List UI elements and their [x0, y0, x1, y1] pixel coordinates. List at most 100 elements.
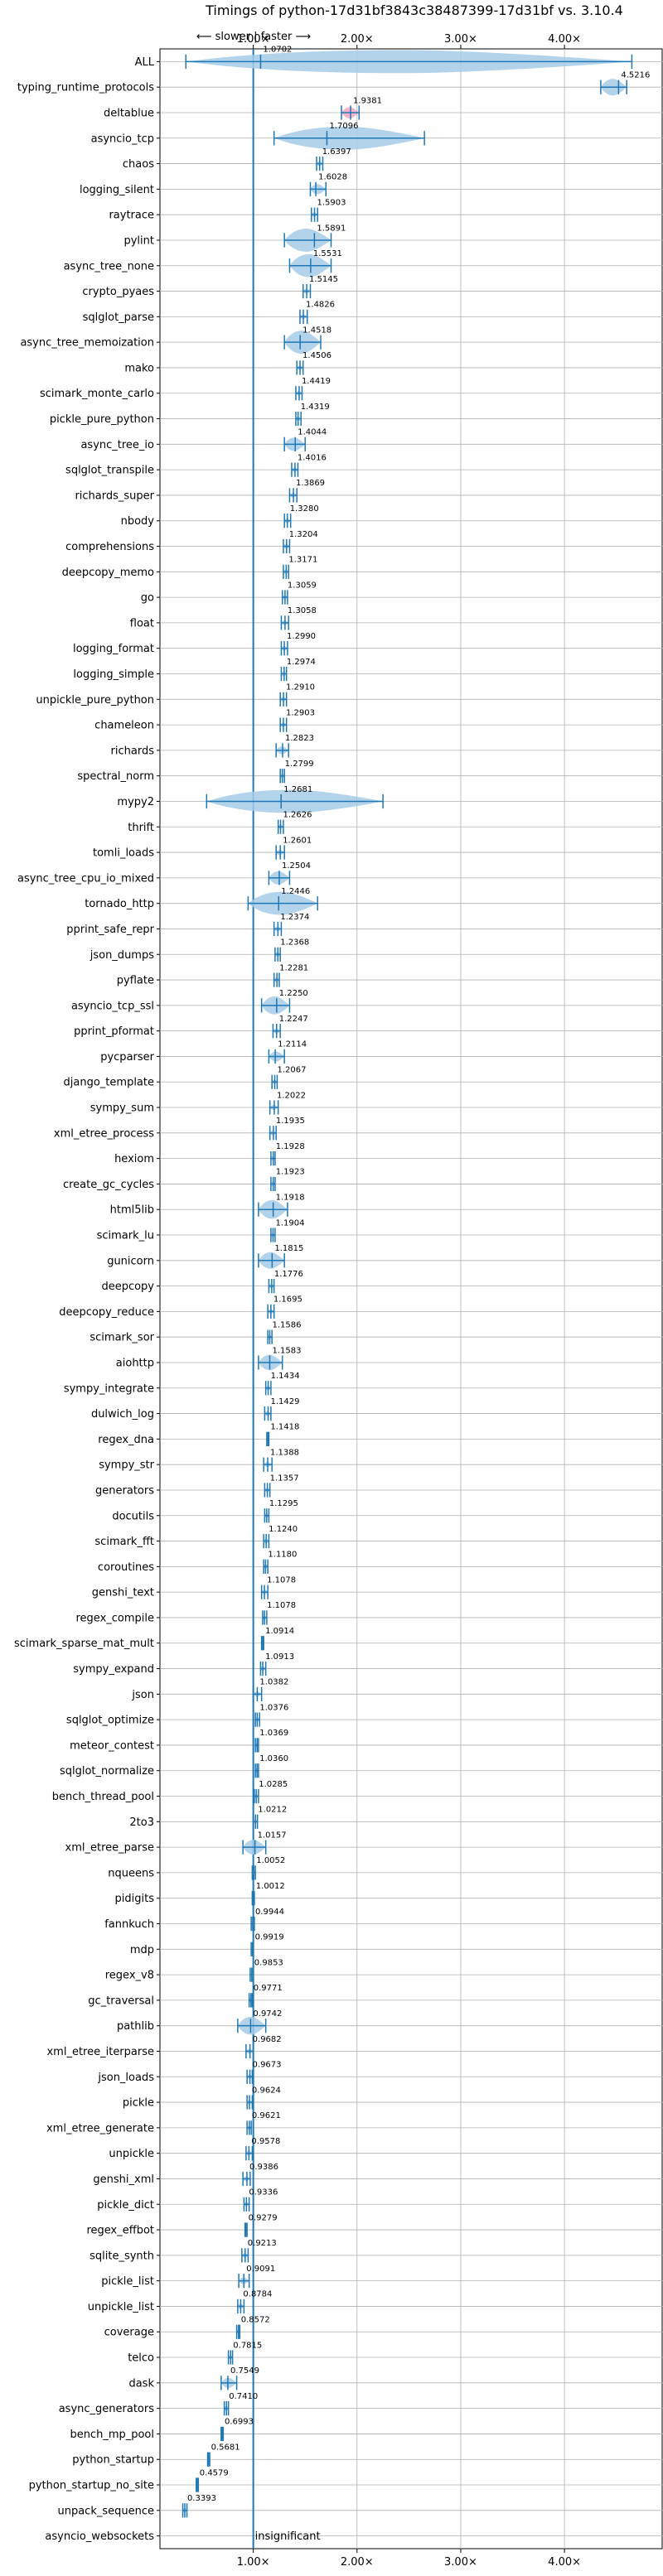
value-label: 1.0012	[256, 1882, 285, 1891]
benchmark-label: richards_super	[75, 490, 154, 502]
value-label: 1.1078	[267, 1575, 296, 1585]
value-label: 1.2990	[287, 632, 316, 641]
benchmark-label: typing_runtime_protocols	[17, 82, 154, 94]
benchmark-label: logging_simple	[73, 668, 154, 681]
value-label: 1.5145	[309, 275, 338, 284]
value-label: 1.2903	[286, 708, 315, 717]
benchmark-label: async_generators	[59, 2403, 155, 2415]
value-label: 0.7410	[229, 2392, 258, 2401]
value-label: 1.1180	[268, 1551, 297, 1560]
benchmark-labels: ALL typing_runtime_protocols deltablue asyn…	[14, 56, 160, 2543]
benchmark-label: scimark_monte_carlo	[40, 388, 154, 400]
value-label: 1.1935	[276, 1117, 305, 1126]
value-label: 0.3393	[187, 2494, 216, 2503]
value-label: 0.9279	[249, 2213, 278, 2222]
value-label: 1.0702	[263, 46, 292, 55]
value-label: 1.2114	[278, 1040, 307, 1049]
value-label: 1.4016	[298, 453, 327, 462]
x-tick-label-bottom: 1.00×	[237, 2556, 270, 2569]
benchmark-label: unpickle_list	[88, 2301, 154, 2313]
x-tick-label-top: 4.00×	[548, 33, 581, 46]
value-label: 1.0052	[256, 1856, 285, 1865]
value-label: 1.1429	[271, 1397, 300, 1406]
benchmark-label: spectral_norm	[77, 770, 154, 783]
value-label: 1.1388	[270, 1448, 299, 1457]
value-label: 1.4518	[302, 326, 332, 335]
benchmark-label: sqlglot_normalize	[60, 1765, 154, 1778]
benchmark-label: bench_mp_pool	[70, 2429, 154, 2441]
benchmark-label: pathlib	[117, 2020, 154, 2033]
value-label: 1.2281	[279, 963, 308, 972]
benchmark-label: pyflate	[117, 975, 154, 987]
benchmark-label: go	[141, 592, 154, 605]
value-label: 1.1586	[272, 1320, 301, 1329]
benchmark-label: sympy_integrate	[64, 1382, 154, 1395]
top-axis: 1.00× 2.00× 3.00× 4.00×	[237, 33, 581, 49]
benchmark-label: deepcopy_memo	[62, 567, 154, 579]
value-label: 1.3171	[288, 556, 317, 565]
benchmark-label: pickle	[123, 2097, 154, 2110]
benchmark-label: crypto_pyaes	[82, 286, 154, 298]
benchmark-label: generators	[95, 1484, 154, 1497]
value-label: 1.1295	[269, 1499, 298, 1508]
benchmark-label: dask	[128, 2377, 154, 2390]
value-label: 1.0360	[259, 1754, 288, 1763]
value-label: 1.9381	[353, 96, 382, 105]
benchmark-label: dulwich_log	[91, 1408, 154, 1421]
benchmark-label: async_tree_cpu_io_mixed	[17, 872, 154, 885]
value-label: 1.0914	[265, 1627, 294, 1636]
benchmark-label: coroutines	[98, 1561, 154, 1574]
value-label: 1.4044	[298, 428, 327, 437]
value-label: 1.3204	[289, 530, 318, 539]
benchmark-label: async_tree_memoization	[20, 337, 154, 350]
benchmark-label: telco	[128, 2352, 154, 2365]
value-label: 0.8784	[243, 2290, 272, 2299]
direction-label: ⟵ slower | faster ⟶	[196, 31, 311, 43]
benchmark-label: deepcopy_reduce	[59, 1306, 154, 1319]
benchmark-label: scimark_lu	[97, 1230, 154, 1242]
value-label: 4.5216	[621, 70, 650, 80]
benchmark-label: sqlglot_transpile	[65, 465, 154, 477]
benchmark-label: regex_v8	[105, 1970, 154, 1982]
benchmark-label: float	[130, 617, 154, 630]
x-tick-label-top: 1.00×	[237, 33, 270, 46]
benchmark-label: sympy_sum	[90, 1102, 154, 1115]
value-label: 1.1240	[269, 1525, 298, 1534]
chart-title: Timings of python-17d31bf3843c38487399-1…	[205, 2, 623, 18]
value-label: 1.2022	[277, 1091, 306, 1100]
benchmark-label: ALL	[135, 56, 155, 69]
value-label: 1.3058	[288, 606, 317, 615]
value-label: 0.9336	[249, 2188, 278, 2197]
benchmark-label: sympy_expand	[73, 1663, 154, 1676]
bottom-axis: 1.00× 2.00× 3.00× 4.00×	[237, 2549, 581, 2569]
value-label: 1.1078	[267, 1601, 296, 1610]
benchmark-label: json_dumps	[90, 949, 154, 962]
benchmark-label: pickle_dict	[97, 2199, 154, 2212]
value-label: 1.2250	[279, 989, 308, 998]
value-label: 0.9742	[253, 2009, 282, 2019]
benchmark-label: asyncio_tcp_ssl	[71, 1000, 154, 1012]
value-label: 1.7096	[329, 122, 358, 131]
benchmark-label: json	[131, 1689, 154, 1701]
value-label: 1.0382	[259, 1678, 288, 1687]
value-label: 1.1695	[273, 1295, 302, 1305]
value-label: 1.2823	[285, 734, 314, 743]
benchmark-label: unpack_sequence	[57, 2505, 154, 2517]
violin-marks: 1.0702 4.5216 1.9381 1.7096 1.6397 1.6028 1.59…	[181, 46, 650, 2543]
benchmark-label: genshi_text	[92, 1587, 154, 1599]
benchmark-label: python_startup	[72, 2454, 154, 2467]
benchmark-label: 2to3	[129, 1816, 154, 1829]
benchmark-label: logging_silent	[80, 184, 154, 196]
benchmark-label: html5lib	[110, 1204, 154, 1217]
value-label: 0.9624	[252, 2086, 281, 2095]
benchmark-label: gc_traversal	[88, 1995, 154, 2007]
value-label: 1.0285	[259, 1780, 288, 1789]
value-label: 1.2681	[283, 785, 312, 794]
benchmark-label: sqlglot_parse	[83, 311, 154, 324]
value-label: 1.1418	[270, 1423, 299, 1432]
benchmark-label: scimark_sor	[90, 1332, 154, 1344]
value-label: 0.9578	[251, 2137, 280, 2146]
value-label: 1.5531	[313, 249, 342, 258]
benchmark-label: pylint	[123, 234, 154, 247]
benchmark-label: aiohttp	[116, 1357, 154, 1369]
